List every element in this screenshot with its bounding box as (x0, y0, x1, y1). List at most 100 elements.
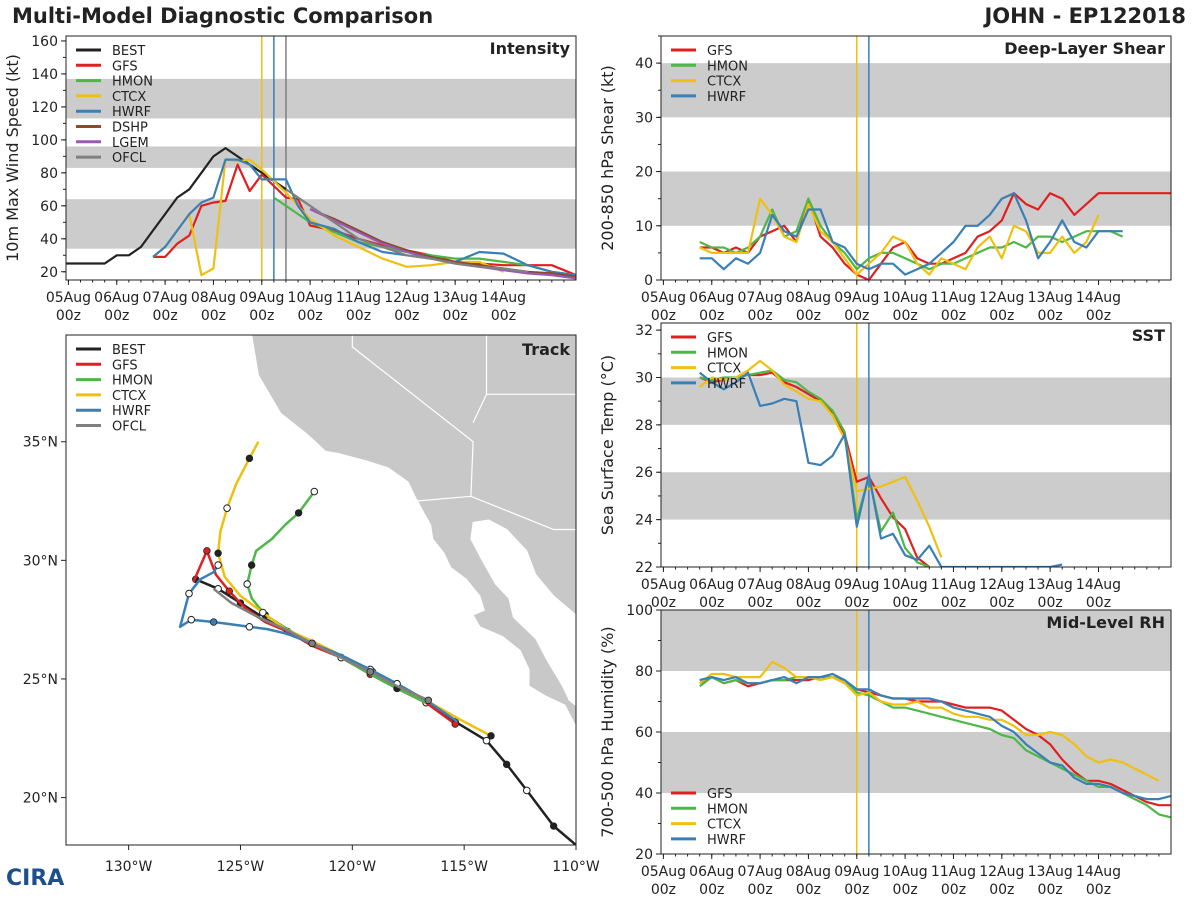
sst-xtick-label-hour: 00z (796, 595, 821, 611)
sst-legend-label-gfs: GFS (707, 331, 733, 346)
sst-xtick-label-date: 14Aug (1076, 577, 1121, 593)
track-frame (65, 334, 577, 846)
sst-ytick-label: 24 (635, 513, 653, 529)
sst-xtick-label-date: 10Aug (883, 577, 928, 593)
rh-ytick-label: 60 (635, 725, 653, 741)
track-xtick-label: 120°W (329, 859, 377, 875)
intensity-xtick-label-date: 08Aug (191, 290, 236, 306)
intensity-xtick-label-date: 05Aug (46, 290, 91, 306)
intensity-ytick-label: 80 (40, 166, 58, 182)
shear-series-gfs (699, 192, 1171, 280)
intensity-xtick-label-hour: 00z (443, 308, 468, 324)
shear-plot-area (661, 36, 1171, 280)
shear-title: Deep-Layer Shear (1004, 39, 1165, 58)
shear-xtick-label-hour: 00z (844, 308, 869, 324)
figure-title: Multi-Model Diagnostic Comparison (12, 4, 434, 28)
rh-xtick-label-date: 12Aug (979, 864, 1024, 880)
intensity-legend-label-gfs: GFS (112, 59, 138, 74)
intensity-panel: 20 40 60 80 100 120 140 160 05Aug 00z 06Aug 00z 07Au… (3, 34, 577, 324)
intensity-plot-area (66, 36, 576, 280)
rh-xtick-label-date: 09Aug (834, 864, 879, 880)
sst-xtick-label-hour: 00z (1038, 595, 1063, 611)
sst-ytick-label: 22 (635, 560, 653, 576)
sst-series-ctcx (699, 359, 943, 558)
intensity-ytick-label: 100 (31, 133, 58, 149)
shear-ylabel: 200-850 hPa Shear (kt) (598, 65, 617, 251)
border-line (351, 335, 474, 497)
track-hwrf-marker-open (187, 615, 196, 624)
intensity-xtick-label-hour: 00z (394, 308, 419, 324)
land-mass (251, 335, 576, 727)
rh-xtick-label-hour: 00z (651, 882, 676, 898)
track-best-marker-filled (549, 822, 558, 830)
track-xtick-label: 130°W (105, 859, 153, 875)
sst-xtick-label-hour: 00z (941, 595, 966, 611)
shear-xtick-label-hour: 00z (699, 308, 724, 324)
intensity-series-gfs (153, 163, 576, 277)
track-legend-label-hwrf: HWRF (112, 404, 151, 419)
sst-legend-label-hwrf: HWRF (707, 377, 746, 392)
sst-xtick-label-date: 13Aug (1028, 577, 1073, 593)
sst-frame (660, 322, 1172, 568)
intensity-series-ctcx (152, 158, 504, 277)
intensity-legend-label-hmon: HMON (112, 75, 153, 90)
track-best (195, 578, 576, 845)
shear-ytick-label: 0 (644, 273, 653, 289)
track-ctcx-marker-filled (214, 549, 222, 557)
rh-xtick-label-hour: 00z (748, 882, 773, 898)
rh-ytick-label: 40 (635, 786, 653, 802)
rh-legend-label-hmon: HMON (707, 802, 748, 817)
intensity-legend-label-hwrf: HWRF (112, 105, 151, 120)
track-title: Track (522, 340, 570, 359)
shear-legend-label-hwrf: HWRF (707, 90, 746, 105)
shear-ytick-label: 30 (635, 110, 653, 126)
intensity-legend-label-lgem: LGEM (112, 136, 149, 151)
sst-xtick-label-date: 06Aug (689, 577, 734, 593)
shear-xtick-label-date: 06Aug (689, 290, 734, 306)
shear-xtick-label-date: 13Aug (1028, 290, 1073, 306)
rh-ytick-label: 20 (635, 847, 653, 863)
shear-xtick-label-date: 05Aug (641, 290, 686, 306)
intensity-frame (65, 35, 577, 281)
intensity-xtick-label-hour: 00z (249, 308, 274, 324)
sst-xtick-label-date: 12Aug (979, 577, 1024, 593)
track-ofcl-marker-filled (424, 696, 433, 705)
intensity-xtick-label-hour: 00z (346, 308, 371, 324)
track-legend-label-best: BEST (112, 343, 145, 358)
track-plot-area (178, 335, 576, 845)
rh-xtick-label-date: 14Aug (1076, 864, 1121, 880)
track-xtick-label: 115°W (440, 859, 488, 875)
intensity-ytick-label: 160 (31, 34, 58, 50)
track-gfs-marker-filled (225, 587, 233, 595)
track-hmon-marker-open (243, 580, 251, 588)
intensity-ytick-label: 120 (31, 100, 58, 116)
shear-xtick-label-hour: 00z (893, 308, 918, 324)
track-hmon-marker-open (310, 487, 319, 496)
intensity-xtick-label-date: 14Aug (481, 290, 526, 306)
shear-ytick-label: 20 (635, 165, 653, 181)
rh-plot-area (661, 610, 1171, 854)
intensity-series-best (66, 147, 287, 265)
rh-xtick-label-hour: 00z (989, 882, 1014, 898)
track-hmon (245, 490, 427, 704)
rh-panel: 20 40 60 80 100 05Aug 00z 06Aug 00z 07Aug 00z 08Aug… (598, 603, 1172, 898)
intensity-title: Intensity (490, 39, 571, 58)
track-legend-label-gfs: GFS (112, 358, 138, 373)
intensity-xtick-label-hour: 00z (491, 308, 516, 324)
track-ctcx-marker-open (223, 504, 231, 512)
intensity-xtick-label-hour: 00z (201, 308, 226, 324)
intensity-series-hwrf (152, 158, 576, 277)
intensity-xtick-label-date: 07Aug (143, 290, 188, 306)
intensity-xtick-label-date: 09Aug (239, 290, 284, 306)
intensity-ytick-label: 40 (40, 232, 58, 248)
rh-xtick-label-hour: 00z (1086, 882, 1111, 898)
rh-xtick-label-date: 11Aug (931, 864, 976, 880)
track-best-marker-filled (502, 760, 511, 769)
sst-xtick-label-date: 08Aug (786, 577, 831, 593)
rh-xtick-label-hour: 00z (796, 882, 821, 898)
track-ytick-label: 25°N (23, 672, 58, 688)
